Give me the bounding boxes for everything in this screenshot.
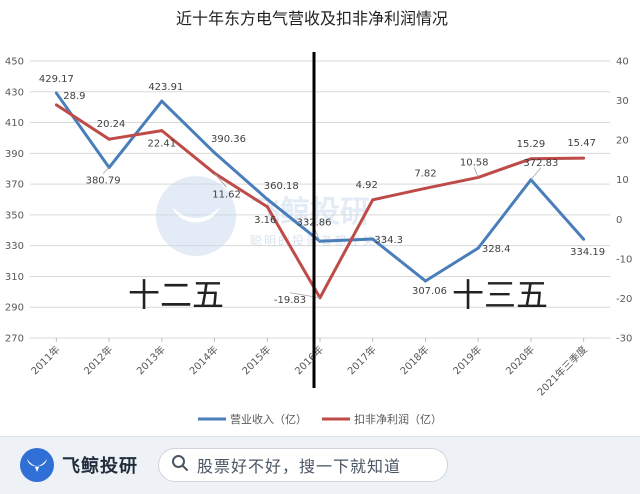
y-right-tick-label: -10 bbox=[616, 254, 632, 265]
point-revenue bbox=[423, 279, 427, 283]
data-label-profit: 11.62 bbox=[212, 189, 241, 200]
data-label-profit: 3.16 bbox=[254, 215, 276, 226]
leader-line-revenue bbox=[530, 167, 542, 181]
x-tick-label: 2019年 bbox=[450, 343, 484, 377]
y-left-tick-label: 430 bbox=[5, 87, 24, 98]
point-revenue bbox=[582, 237, 586, 241]
x-tick-label: 2016年 bbox=[292, 343, 326, 377]
y-left-tick-label: 390 bbox=[5, 149, 24, 160]
annotation-13th-five-year: 十三五 bbox=[452, 276, 548, 314]
data-labels: 429.17380.79423.91390.36360.18332.86334.… bbox=[39, 74, 605, 306]
data-label-profit: 28.9 bbox=[63, 91, 85, 102]
x-tick-label: 2017年 bbox=[345, 343, 379, 377]
point-profit bbox=[371, 198, 375, 202]
y-left-tick-label: 350 bbox=[5, 210, 24, 221]
data-label-revenue: 372.83 bbox=[523, 158, 558, 169]
x-tick-label: 2014年 bbox=[186, 343, 220, 377]
point-revenue bbox=[160, 99, 164, 103]
y-left-tick-label: 450 bbox=[5, 57, 24, 68]
footer-bar: 飞鲸投研 股票好不好，搜一下就知道 bbox=[0, 436, 640, 494]
y-right-tick-label: 0 bbox=[616, 215, 622, 226]
point-revenue bbox=[213, 151, 217, 155]
y-left-tick-label: 330 bbox=[5, 241, 24, 252]
x-tick-label: 2015年 bbox=[239, 343, 273, 377]
watermark-whale-tail-icon bbox=[172, 206, 220, 223]
data-label-revenue: 328.4 bbox=[482, 244, 511, 255]
data-label-revenue: 429.17 bbox=[39, 74, 74, 85]
y-right-tick-label: 40 bbox=[616, 57, 629, 68]
search-icon bbox=[171, 454, 189, 476]
x-tick-label: 2011年 bbox=[28, 343, 62, 377]
data-label-revenue: 334.3 bbox=[374, 235, 403, 246]
point-profit bbox=[582, 156, 586, 160]
y-right-tick-label: -30 bbox=[616, 334, 632, 345]
data-label-profit: 4.92 bbox=[356, 180, 378, 191]
x-tick-label: 2018年 bbox=[397, 343, 431, 377]
x-tick-label: 2021年三季度 bbox=[534, 343, 589, 398]
point-profit bbox=[423, 186, 427, 190]
y-left-tick-label: 310 bbox=[5, 272, 24, 283]
chart: 飞鲸投研 聪明的投资者都在关注 270290310330350370390410… bbox=[5, 9, 632, 426]
y-right-tick-label: 30 bbox=[616, 96, 629, 107]
annotation-12th-five-year: 十二五 bbox=[128, 276, 224, 314]
leader-line-profit bbox=[473, 167, 479, 178]
y-left-tick-label: 370 bbox=[5, 180, 24, 191]
data-label-profit: 22.41 bbox=[147, 139, 176, 150]
chart-title: 近十年东方电气营收及扣非净利润情况 bbox=[176, 9, 448, 28]
point-profit bbox=[107, 137, 111, 141]
y-left-tick-label: 410 bbox=[5, 118, 24, 129]
brand[interactable]: 飞鲸投研 bbox=[20, 447, 138, 483]
data-label-revenue: 307.06 bbox=[412, 286, 447, 297]
data-label-profit: 15.47 bbox=[567, 138, 596, 149]
data-label-revenue: 334.19 bbox=[570, 247, 605, 258]
data-label-profit: 10.58 bbox=[460, 157, 489, 168]
point-revenue bbox=[54, 91, 58, 95]
point-profit bbox=[160, 129, 164, 133]
x-tick-label: 2012年 bbox=[81, 343, 115, 377]
brand-name: 飞鲸投研 bbox=[62, 456, 138, 477]
legend: 营业收入（亿） 扣非净利润（亿） bbox=[198, 412, 442, 426]
y-right-tick-label: 10 bbox=[616, 175, 629, 186]
data-label-revenue: 380.79 bbox=[86, 176, 121, 187]
legend-label-revenue: 营业收入（亿） bbox=[230, 412, 307, 426]
whale-tail-icon bbox=[20, 448, 54, 482]
y-right-tick-label: -20 bbox=[616, 294, 632, 305]
data-label-profit: 15.29 bbox=[517, 139, 546, 150]
point-profit bbox=[54, 103, 58, 107]
legend-label-profit: 扣非净利润（亿） bbox=[354, 412, 442, 426]
point-revenue bbox=[265, 197, 269, 201]
gridlines bbox=[30, 60, 610, 339]
x-tick-label: 2013年 bbox=[134, 343, 168, 377]
search-box[interactable]: 股票好不好，搜一下就知道 bbox=[158, 448, 448, 482]
point-profit bbox=[529, 157, 533, 161]
leader-line-profit bbox=[214, 173, 227, 188]
data-label-revenue: 423.91 bbox=[148, 82, 183, 93]
point-profit bbox=[265, 205, 269, 209]
watermark-logo-icon bbox=[156, 176, 236, 256]
data-label-revenue: 360.18 bbox=[264, 181, 299, 192]
data-label-profit: 20.24 bbox=[97, 119, 126, 130]
search-input[interactable]: 股票好不好，搜一下就知道 bbox=[197, 457, 402, 476]
leader-line-revenue bbox=[102, 167, 110, 174]
data-label-profit: 7.82 bbox=[414, 168, 436, 179]
point-revenue bbox=[476, 246, 480, 250]
data-label-revenue: 390.36 bbox=[211, 134, 246, 145]
y-left-tick-label: 270 bbox=[5, 334, 24, 345]
point-revenue bbox=[371, 237, 375, 241]
y-right-tick-label: 20 bbox=[616, 136, 629, 147]
data-label-profit: -19.83 bbox=[274, 295, 306, 306]
x-tick-label: 2020年 bbox=[503, 343, 537, 377]
y-left-tick-label: 290 bbox=[5, 303, 24, 314]
